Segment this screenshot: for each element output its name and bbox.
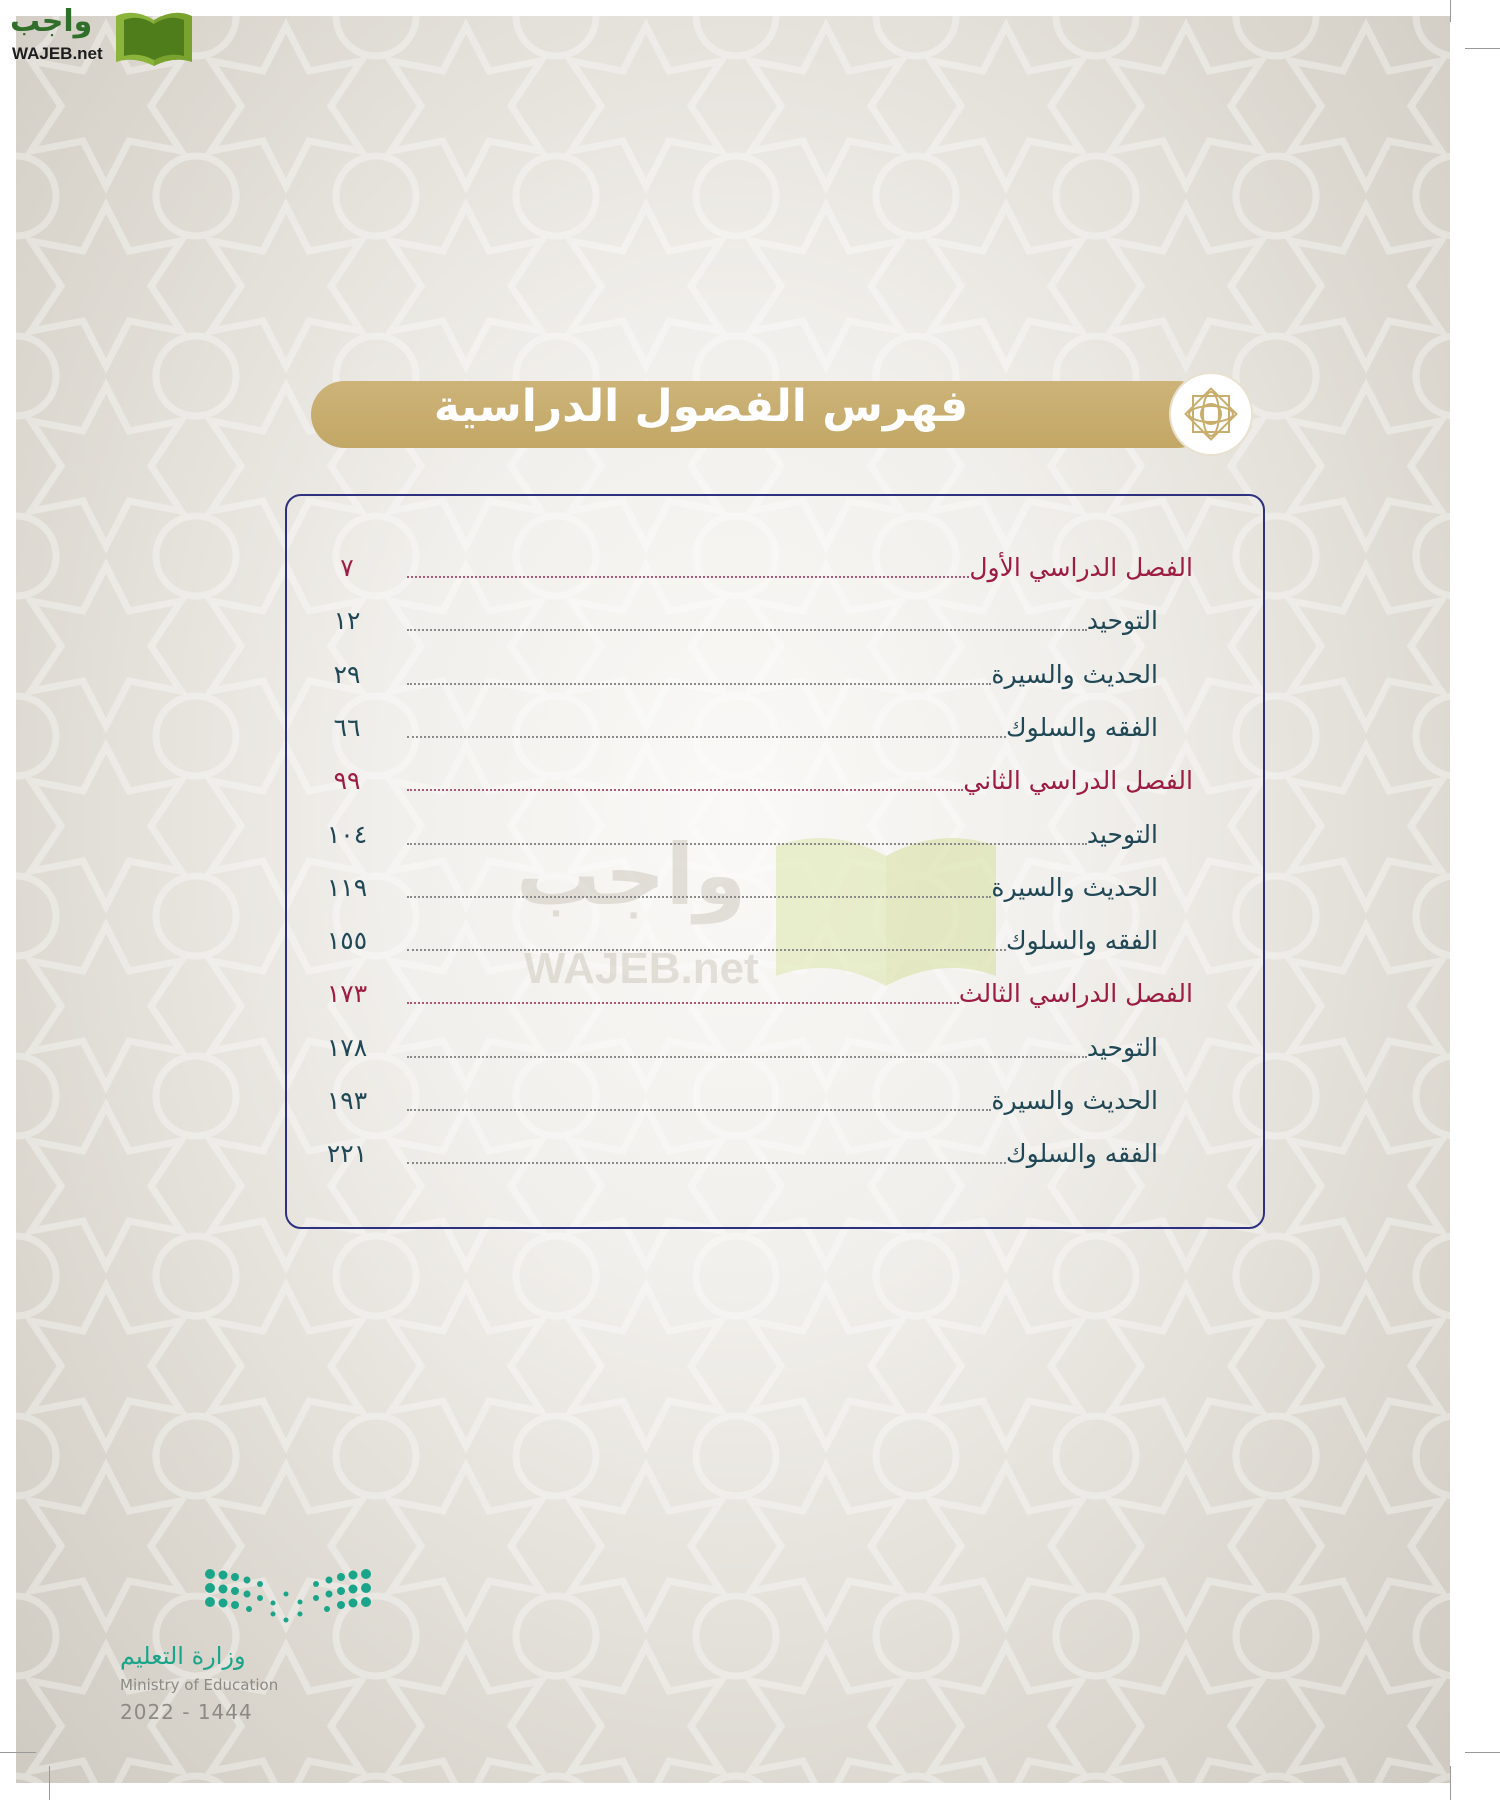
ministry-of-education-logo: وزارة التعليم Ministry of Education 2022… bbox=[116, 1568, 396, 1738]
dotted-leader bbox=[407, 1109, 992, 1111]
toc-section-row[interactable]: الحديث والسيرة ١١٩ bbox=[327, 866, 1158, 906]
toc-page-number: ١٢ bbox=[333, 606, 361, 636]
rosette-icon bbox=[1171, 374, 1251, 454]
toc-page-number: ١٥٥ bbox=[326, 926, 368, 956]
toc-entry-title: الفصل الدراسي الثاني bbox=[963, 766, 1193, 796]
wajeb-logo[interactable]: واجب WAJEB.net bbox=[8, 4, 192, 68]
toc-page-number: ١٧٣ bbox=[326, 979, 368, 1009]
dotted-leader bbox=[407, 789, 964, 792]
dotted-leader bbox=[407, 895, 992, 898]
toc-section-row[interactable]: التوحيد ١٠٤ bbox=[327, 813, 1158, 853]
toc-page-number: ٢٢١ bbox=[326, 1139, 368, 1169]
dotted-leader bbox=[407, 842, 1087, 845]
toc-entry-title: الحديث والسيرة bbox=[991, 659, 1158, 689]
toc-entry-title: التوحيد bbox=[1086, 819, 1158, 849]
toc-section-row[interactable]: الحديث والسيرة ٢٩ bbox=[334, 653, 1158, 693]
watermark-arabic: واجب bbox=[516, 826, 747, 924]
toc-page-number: ١١٩ bbox=[326, 872, 368, 902]
toc-page-number: ٧ bbox=[340, 553, 354, 582]
toc-page-number: ١٩٣ bbox=[326, 1086, 368, 1115]
dotted-leader bbox=[407, 576, 970, 578]
toc-chapter-row[interactable]: الفصل الدراسي الأول ٧ bbox=[340, 546, 1193, 586]
islamic-pattern-background bbox=[16, 16, 1450, 1783]
dotted-leader bbox=[407, 1002, 959, 1005]
toc-page-number: ٢٩ bbox=[333, 659, 361, 689]
toc-entry-title: التوحيد bbox=[1086, 1032, 1158, 1062]
book-page: واجب WAJEB.net وزارة التعليم Ministry of… bbox=[16, 16, 1450, 1783]
toc-entry-title: الفقه والسلوك bbox=[1006, 712, 1158, 742]
ministry-year: 2022 - 1444 bbox=[120, 1700, 253, 1724]
crop-mark bbox=[49, 1766, 50, 1800]
crop-mark bbox=[0, 1752, 36, 1753]
toc-entry-title: التوحيد bbox=[1086, 606, 1158, 636]
crop-mark bbox=[1450, 1766, 1451, 1800]
toc-section-row[interactable]: الحديث والسيرة ١٩٣ bbox=[327, 1079, 1158, 1119]
title-banner: فهرس الفصول الدراسية bbox=[311, 381, 1211, 448]
dotted-leader bbox=[407, 1162, 1007, 1165]
wajeb-logo-latin: WAJEB.net bbox=[12, 44, 103, 63]
toc-section-row[interactable]: الفقه والسلوك ٦٦ bbox=[334, 706, 1158, 746]
crop-mark bbox=[1465, 1752, 1500, 1753]
table-of-contents: الفصل الدراسي الأول ٧ التوحيد ١٢ الحديث والس… bbox=[285, 494, 1265, 1229]
crop-mark bbox=[1450, 0, 1451, 22]
watermark-latin: WAJEB.net bbox=[524, 944, 759, 993]
crop-mark bbox=[1465, 48, 1500, 49]
toc-entry-title: الفصل الدراسي الأول bbox=[969, 553, 1193, 582]
ministry-english-name: Ministry of Education bbox=[120, 1676, 279, 1694]
toc-entry-title: الحديث والسيرة bbox=[991, 872, 1158, 902]
toc-chapter-row[interactable]: الفصل الدراسي الثاني ٩٩ bbox=[334, 759, 1193, 799]
toc-page-number: ٦٦ bbox=[333, 712, 361, 742]
toc-entry-title: الفقه والسلوك bbox=[1006, 1139, 1158, 1169]
toc-entry-title: الفصل الدراسي الثالث bbox=[958, 979, 1193, 1009]
toc-section-row[interactable]: الفقه والسلوك ١٥٥ bbox=[327, 919, 1158, 959]
wajeb-logo-arabic: واجب bbox=[10, 4, 93, 39]
book-icon bbox=[116, 12, 192, 67]
toc-entry-title: الحديث والسيرة bbox=[991, 1086, 1158, 1115]
toc-chapter-row[interactable]: الفصل الدراسي الثالث ١٧٣ bbox=[327, 972, 1193, 1012]
dotted-leader bbox=[407, 1055, 1087, 1058]
toc-page-number: ١٧٨ bbox=[326, 1032, 368, 1062]
toc-section-row[interactable]: التوحيد ١٢ bbox=[334, 599, 1158, 639]
dotted-leader bbox=[407, 629, 1087, 632]
book-icon bbox=[776, 838, 996, 986]
dotted-leader bbox=[407, 682, 992, 685]
toc-page-number: ٩٩ bbox=[333, 766, 361, 796]
toc-page-number: ١٠٤ bbox=[326, 819, 368, 849]
ministry-arabic-name: وزارة التعليم bbox=[120, 1642, 246, 1670]
wajeb-watermark: واجب WAJEB.net bbox=[516, 826, 1016, 1006]
ministry-dots-icon bbox=[205, 1569, 371, 1623]
toc-section-row[interactable]: التوحيد ١٧٨ bbox=[327, 1026, 1158, 1066]
page-title: فهرس الفصول الدراسية bbox=[433, 381, 969, 432]
toc-section-row[interactable]: الفقه والسلوك ٢٢١ bbox=[327, 1132, 1158, 1172]
toc-entry-title: الفقه والسلوك bbox=[1006, 926, 1158, 956]
dotted-leader bbox=[407, 949, 1007, 952]
dotted-leader bbox=[407, 735, 1007, 738]
